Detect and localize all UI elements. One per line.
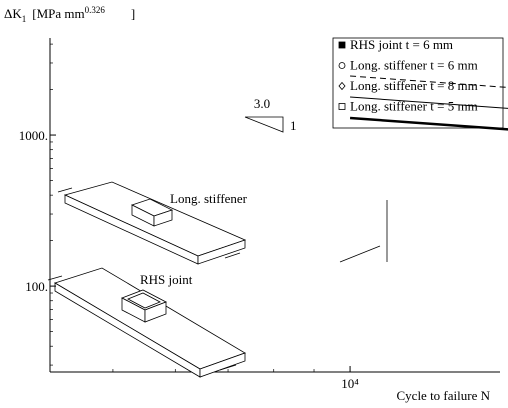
slope-unit: 1 (290, 118, 297, 133)
slope-label: 3.0 (254, 96, 270, 111)
legend-label: RHS joint t = 6 mm (350, 37, 453, 52)
x-tick-label: 10⁴ (341, 376, 359, 391)
legend (332, 37, 504, 129)
rhs-specimen (47, 267, 246, 378)
y-tick-label: 1000. (19, 128, 48, 143)
legend-marker (338, 81, 346, 91)
y-label-close: ] (131, 6, 135, 21)
y-label-unit: [MPa mm (32, 6, 84, 21)
x-axis-label: Cycle to failure N (397, 388, 491, 403)
legend-marker (338, 62, 346, 69)
rhs-label: RHS joint (140, 272, 193, 287)
design-line (349, 116, 508, 131)
y-axis-label: ΔK1 [MPa mm0.326] (4, 5, 135, 24)
y-label-exponent: 0.326 (85, 5, 106, 15)
legend-label: Long. stiffener t = 8 mm (350, 78, 478, 93)
y-tick-label: 100. (25, 279, 48, 294)
legend-marker (338, 41, 346, 49)
stiffener-specimen (57, 181, 247, 265)
legend-label: Long. stiffener t = 5 mm (350, 99, 478, 114)
pointer-line (339, 245, 381, 263)
y-label-symbol: ΔK (4, 6, 22, 21)
slope-triangle (244, 116, 284, 133)
legend-marker (338, 103, 346, 110)
y-label-subscript: 1 (22, 14, 27, 24)
legend-label: Long. stiffener t = 6 mm (350, 58, 478, 73)
stiffener-label: Long. stiffener (170, 191, 248, 206)
